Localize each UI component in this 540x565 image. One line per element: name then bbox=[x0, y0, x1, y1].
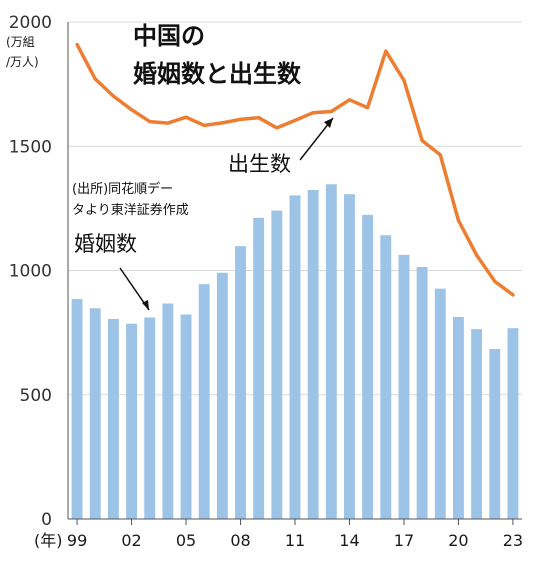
births-line bbox=[75, 42, 515, 297]
x-tick-2023: 23 bbox=[503, 531, 523, 550]
y-unit-line1: (万組 bbox=[6, 35, 35, 49]
bar-2007 bbox=[216, 272, 228, 519]
x-tick-2011: 11 bbox=[285, 531, 305, 550]
bar-2003 bbox=[144, 317, 156, 519]
x-tick-1999: 99 bbox=[67, 531, 87, 550]
bar-2009 bbox=[253, 217, 265, 519]
chart-title-line2: 婚姻数と出生数 bbox=[133, 60, 302, 88]
bar-2015 bbox=[362, 214, 374, 519]
y-tick-labels: 0 500 1000 1500 2000 bbox=[9, 13, 52, 530]
bar-2017 bbox=[398, 254, 410, 520]
bar-2006 bbox=[198, 284, 210, 519]
y-unit-line2: /万人) bbox=[6, 55, 39, 69]
bar-2014 bbox=[344, 194, 355, 519]
bar-2004 bbox=[162, 303, 174, 519]
x-axis-unit: (年) bbox=[34, 531, 63, 550]
y-tick-500: 500 bbox=[20, 386, 52, 406]
bar-2000 bbox=[89, 308, 101, 519]
bar-1999 bbox=[71, 299, 83, 519]
bar-2013 bbox=[325, 184, 337, 519]
marriages-annotation-arrow bbox=[119, 267, 150, 311]
source-note-line2: タより東洋証券作成 bbox=[72, 202, 189, 218]
bar-2016 bbox=[380, 235, 392, 519]
bar-2005 bbox=[180, 314, 192, 519]
bar-2018 bbox=[416, 267, 428, 519]
births-annotation-arrow bbox=[299, 117, 334, 161]
y-tick-1000: 1000 bbox=[9, 262, 52, 282]
y-tick-2000: 2000 bbox=[9, 13, 52, 33]
source-note-line1: (出所)同花順デー bbox=[72, 181, 173, 197]
bar-2022 bbox=[489, 349, 501, 519]
bar-2010 bbox=[271, 210, 283, 519]
x-tick-labels: 99 02 05 08 11 14 17 20 23 bbox=[67, 519, 523, 550]
x-tick-2017: 17 bbox=[394, 531, 414, 550]
y-tick-1500: 1500 bbox=[9, 137, 52, 157]
x-tick-2002: 02 bbox=[121, 531, 141, 550]
x-tick-2014: 14 bbox=[339, 531, 359, 550]
bar-2012 bbox=[307, 189, 319, 519]
bar-2023 bbox=[507, 328, 519, 519]
bar-2011 bbox=[289, 195, 301, 519]
y-tick-0: 0 bbox=[41, 510, 52, 530]
x-tick-2005: 05 bbox=[176, 531, 196, 550]
chart-title-line1: 中国の bbox=[133, 22, 205, 50]
bar-2021 bbox=[471, 329, 483, 519]
marriages-annotation-label: 婚姻数 bbox=[74, 232, 137, 256]
bar-2019 bbox=[434, 288, 446, 519]
bar-2001 bbox=[107, 318, 119, 519]
bar-2020 bbox=[452, 316, 464, 519]
x-tick-2008: 08 bbox=[230, 531, 250, 550]
births-annotation-label: 出生数 bbox=[228, 152, 291, 176]
bar-2008 bbox=[235, 246, 246, 519]
bar-2002 bbox=[126, 323, 138, 519]
x-tick-2020: 20 bbox=[448, 531, 468, 550]
marriages-bars bbox=[71, 184, 519, 520]
